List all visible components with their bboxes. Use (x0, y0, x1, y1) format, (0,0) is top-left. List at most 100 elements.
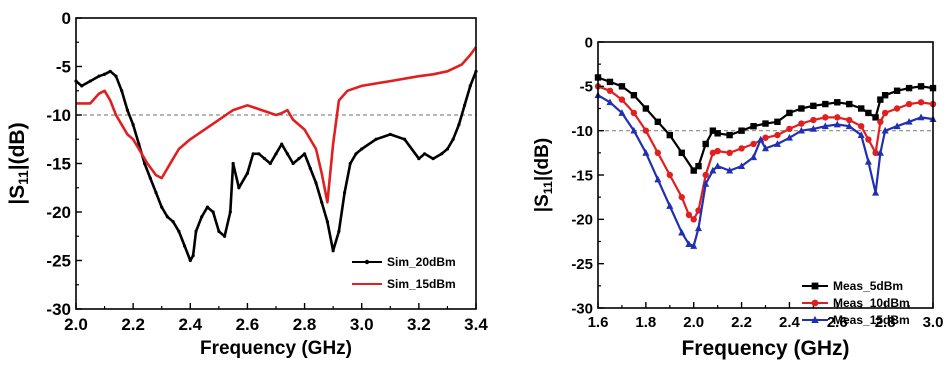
data-point (785, 133, 793, 141)
data-point (786, 109, 793, 117)
data-point (761, 144, 770, 152)
x-tick-label: 2.0 (64, 315, 88, 334)
data-point (431, 157, 435, 161)
data-point (773, 140, 781, 147)
data-point (905, 100, 913, 108)
data-point (750, 153, 758, 161)
data-point (630, 92, 638, 99)
legend: Meas_5dBm Meas_10dBm Meas_15dBm (802, 279, 910, 327)
data-point (876, 148, 884, 156)
data-point (666, 171, 673, 179)
y-axis-label: |S11|(dB) (6, 122, 31, 204)
y-tick-label: -20 (571, 212, 593, 229)
data-point (331, 249, 335, 253)
data-point (182, 244, 187, 248)
data-point (354, 152, 358, 156)
series-Sim_20dBm (74, 69, 478, 263)
data-point (821, 122, 829, 130)
data-point (630, 109, 638, 117)
data-point (822, 114, 829, 121)
data-point (257, 152, 261, 156)
data-point (142, 161, 147, 166)
data-point (738, 162, 746, 170)
legend-marker (364, 259, 370, 265)
data-point (714, 130, 721, 137)
data-point (858, 105, 865, 112)
data-point (678, 193, 685, 201)
data-point (217, 229, 221, 233)
series-line (75, 70, 478, 262)
data-point (881, 126, 889, 134)
y-tick-label: -5 (56, 57, 71, 76)
x-axis-label: Frequency (GHz) (200, 338, 352, 359)
data-point (205, 205, 210, 209)
data-point (114, 74, 118, 78)
data-point (685, 211, 693, 219)
data-point (702, 171, 709, 179)
data-point (297, 157, 301, 161)
data-point (302, 152, 307, 156)
data-point (822, 100, 829, 108)
x-tick-label: 2.6 (236, 315, 260, 334)
data-point (320, 200, 324, 204)
data-point (606, 87, 614, 94)
data-point (833, 120, 841, 128)
x-tick-label: 2.8 (875, 314, 896, 331)
data-point (810, 102, 817, 110)
data-point (726, 131, 733, 139)
data-point (97, 74, 101, 78)
data-point (231, 161, 235, 166)
data-point (348, 161, 352, 166)
data-point (893, 122, 901, 130)
legend-marker (811, 282, 819, 290)
data-point (872, 188, 880, 196)
data-point (262, 157, 267, 161)
data-point (642, 105, 650, 112)
data-point (893, 105, 901, 112)
data-point (285, 152, 290, 156)
data-point (280, 142, 284, 146)
data-point (188, 258, 192, 263)
data-point (762, 120, 769, 127)
data-point (714, 162, 722, 170)
data-point (757, 135, 765, 143)
data-point (308, 166, 312, 170)
data-point (702, 180, 710, 187)
data-point (654, 175, 662, 183)
data-point (237, 186, 241, 190)
x-tick-label: 1.6 (588, 314, 609, 331)
y-tick-label: -5 (580, 79, 593, 96)
data-point (171, 220, 175, 224)
data-point (422, 152, 427, 156)
data-point (618, 109, 626, 116)
data-point (845, 122, 853, 130)
data-point (274, 152, 278, 156)
data-point (666, 202, 674, 209)
data-point (194, 229, 198, 233)
data-point (457, 123, 461, 127)
data-point (834, 114, 841, 121)
y-axis-label: |S11|(dB) (532, 138, 555, 212)
data-point (917, 83, 925, 90)
data-point (137, 142, 141, 146)
y-tick-label: -10 (571, 123, 593, 140)
y-tick-label: -25 (571, 256, 593, 273)
data-point (337, 229, 341, 233)
data-point (245, 171, 250, 175)
series-Meas_15dBm (594, 91, 937, 249)
data-point (314, 181, 318, 185)
data-point (865, 136, 872, 143)
data-point (872, 114, 879, 121)
x-tick-label: 2.6 (827, 314, 848, 331)
data-point (342, 191, 347, 195)
data-point (191, 254, 195, 258)
data-point (846, 100, 853, 108)
data-point (630, 126, 638, 134)
data-point (80, 84, 84, 88)
data-point (917, 113, 925, 121)
data-point (726, 166, 734, 174)
data-point (642, 127, 650, 134)
x-tick-label: 2.2 (731, 314, 752, 331)
data-point (402, 137, 407, 141)
